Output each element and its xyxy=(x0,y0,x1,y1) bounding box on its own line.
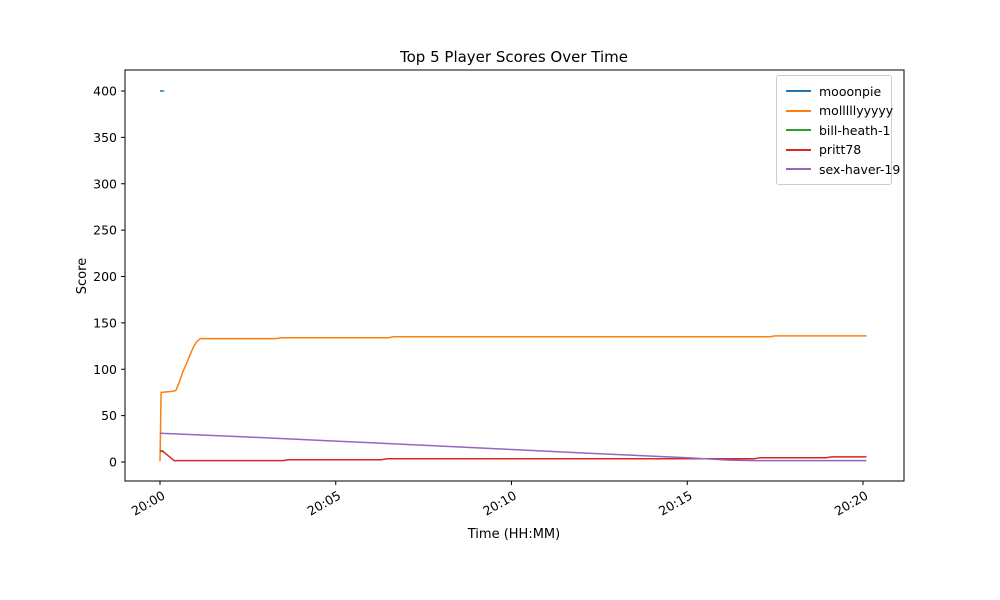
y-tick-label: 50 xyxy=(101,408,117,423)
x-tick-label: 20:05 xyxy=(305,488,344,519)
plot-area-frame xyxy=(124,69,905,482)
y-tick-label: 350 xyxy=(93,130,117,145)
legend-label: sex-haver-19 xyxy=(819,161,901,177)
y-tick-label: 150 xyxy=(93,315,117,330)
legend-line-sample xyxy=(786,148,811,151)
chart-title: Top 5 Player Scores Over Time xyxy=(399,48,628,66)
legend-line-sample xyxy=(786,129,811,131)
legend-item-molllllyyyyy: molllllyyyyy xyxy=(786,102,893,120)
x-axis-label: Time (HH:MM) xyxy=(467,527,560,542)
legend-label: pritt78 xyxy=(819,142,862,157)
y-axis-ticks: 0 50 100 150 200 250 300 350 400 xyxy=(93,84,125,470)
legend-label: mooonpie xyxy=(819,83,882,99)
legend: mooonpie molllllyyyyy bill-heath-1 pritt78 s… xyxy=(776,75,900,185)
series-line-sex-haver-19 xyxy=(159,432,867,462)
legend-item-mooonpie: mooonpie xyxy=(786,82,883,100)
y-tick-label: 300 xyxy=(93,176,117,191)
y-tick-label: 400 xyxy=(93,84,117,99)
legend-line-sample xyxy=(786,90,811,92)
legend-item-pritt78: pritt78 xyxy=(786,141,883,159)
series-line-molllllyyyyy xyxy=(159,335,867,462)
x-tick-label: 20:15 xyxy=(656,488,695,519)
legend-line-sample xyxy=(786,109,811,112)
legend-label: bill-heath-1 xyxy=(819,122,891,138)
x-axis-ticks: 20:00 20:05 20:10 20:15 20:20 xyxy=(129,481,871,519)
series-line-pritt78 xyxy=(159,450,867,462)
y-tick-label: 0 xyxy=(109,455,117,470)
x-tick-label: 20:20 xyxy=(832,488,871,519)
y-tick-label: 200 xyxy=(93,269,117,284)
x-tick-label: 20:00 xyxy=(129,488,168,519)
legend-item-bill-heath-1: bill-heath-1 xyxy=(786,121,890,139)
y-axis-label: Score xyxy=(75,258,90,294)
y-tick-label: 100 xyxy=(93,362,117,377)
y-tick-label: 250 xyxy=(93,223,117,238)
series-lines xyxy=(159,90,867,462)
legend-line-sample xyxy=(786,168,811,170)
legend-label: molllllyyyyy xyxy=(819,103,894,118)
legend-item-sex-haver-19: sex-haver-19 xyxy=(786,160,900,178)
x-tick-label: 20:10 xyxy=(480,488,519,519)
